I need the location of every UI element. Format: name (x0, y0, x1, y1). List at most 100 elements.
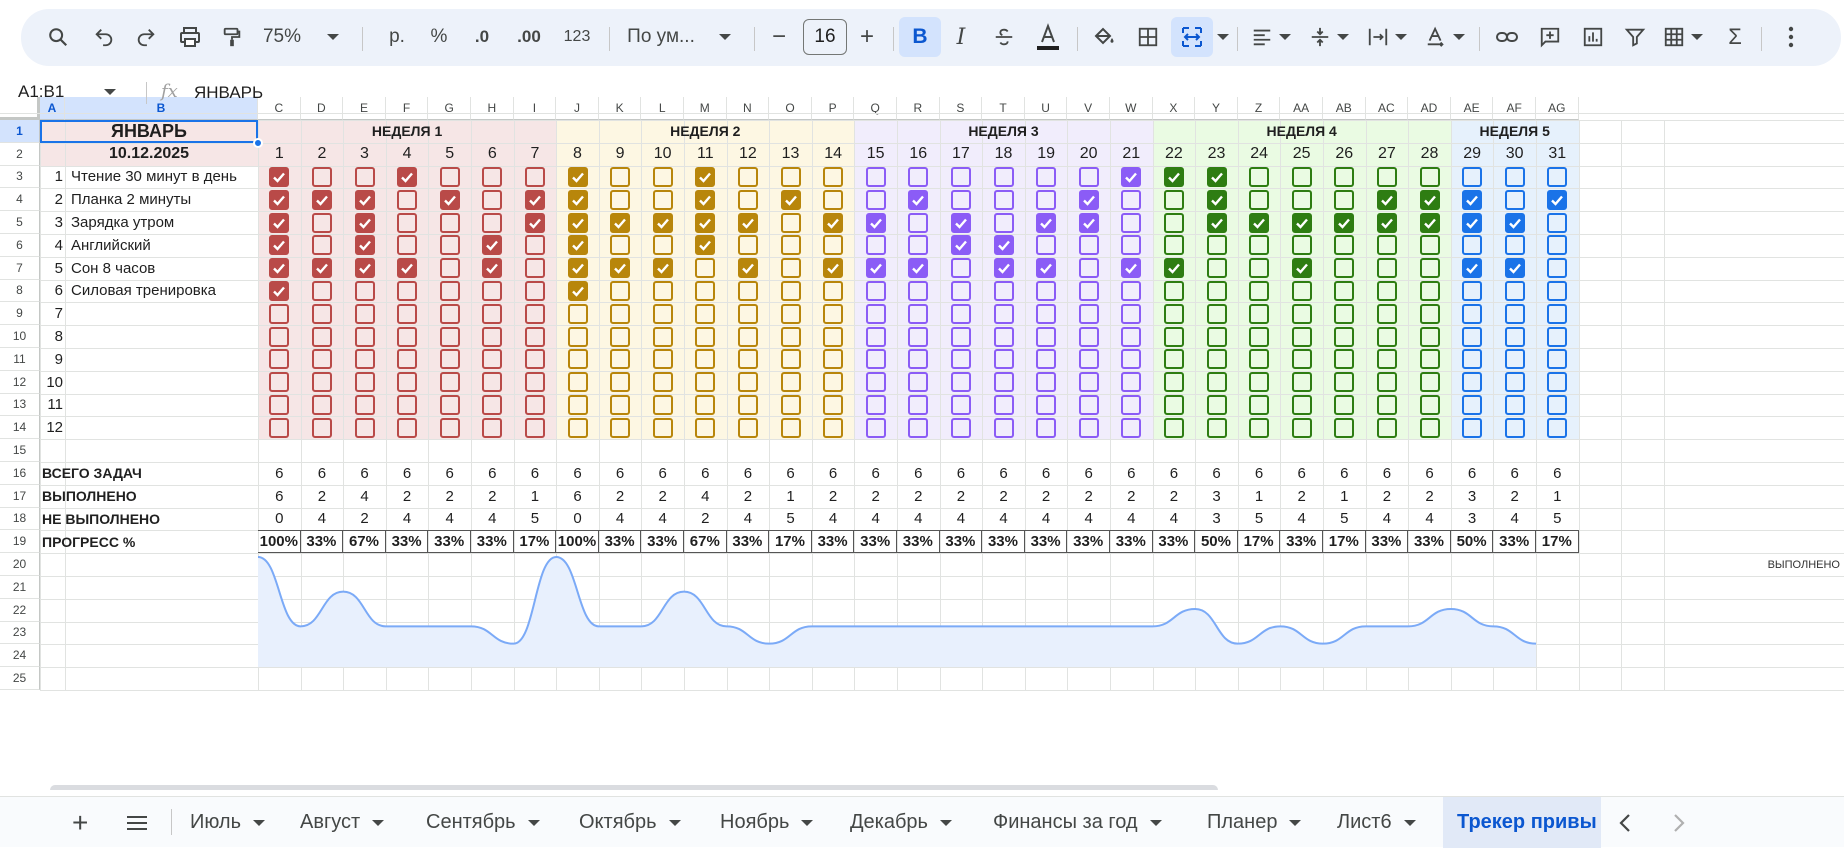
checkbox[interactable] (737, 417, 758, 438)
checkbox[interactable] (1163, 235, 1184, 256)
column-header[interactable]: AG (1536, 97, 1579, 120)
checkbox[interactable] (1291, 235, 1312, 256)
checkbox[interactable] (823, 395, 844, 415)
checkbox[interactable] (439, 326, 460, 347)
row-header[interactable]: 15 (0, 439, 40, 462)
checkbox-checked[interactable] (908, 189, 929, 210)
decrease-decimal-button[interactable]: .0 (462, 14, 502, 60)
checkbox[interactable] (993, 349, 1014, 370)
functions-button[interactable]: Σ (1728, 24, 1742, 49)
redo-button[interactable] (126, 14, 166, 60)
checkbox-checked[interactable] (610, 258, 631, 279)
row-header[interactable]: 18 (0, 507, 40, 531)
checkbox-checked[interactable] (269, 212, 290, 233)
checkbox-checked[interactable] (1121, 258, 1142, 279)
scroll-tabs-left-button[interactable] (1618, 797, 1632, 848)
checkbox[interactable] (908, 372, 929, 393)
checkbox[interactable] (1163, 372, 1184, 393)
checkbox[interactable] (1419, 303, 1440, 324)
checkbox[interactable] (1547, 167, 1568, 187)
checkbox[interactable] (1036, 167, 1057, 187)
currency-button[interactable]: р. (389, 26, 405, 47)
checkbox[interactable] (1291, 417, 1312, 438)
checkbox[interactable] (1206, 372, 1227, 393)
checkbox[interactable] (823, 189, 844, 210)
checkbox-checked[interactable] (1078, 212, 1099, 233)
checkbox[interactable] (865, 303, 886, 324)
row-header[interactable]: 2 (0, 142, 40, 166)
checkbox[interactable] (780, 167, 801, 187)
checkbox[interactable] (1036, 395, 1057, 415)
checkbox[interactable] (737, 189, 758, 210)
checkbox[interactable] (823, 167, 844, 187)
checkbox[interactable] (652, 349, 673, 370)
checkbox[interactable] (524, 258, 545, 279)
checkbox[interactable] (610, 303, 631, 324)
checkbox[interactable] (311, 212, 332, 233)
checkbox[interactable] (524, 235, 545, 256)
chevron-down-icon[interactable] (668, 819, 681, 826)
checkbox[interactable] (1419, 235, 1440, 256)
checkbox[interactable] (1504, 417, 1525, 438)
horizontal-align-button[interactable] (1245, 14, 1297, 60)
checkbox[interactable] (397, 372, 418, 393)
checkbox[interactable] (1206, 395, 1227, 415)
checkbox[interactable] (1376, 303, 1397, 324)
checkbox[interactable] (1462, 303, 1483, 324)
checkbox[interactable] (1291, 326, 1312, 347)
checkbox[interactable] (1504, 235, 1525, 256)
checkbox-checked[interactable] (1334, 212, 1355, 233)
sheet-tab[interactable]: Июль (190, 797, 266, 848)
checkbox[interactable] (1376, 167, 1397, 187)
italic-button[interactable]: I (941, 14, 981, 60)
checkbox[interactable] (1206, 235, 1227, 256)
checkbox[interactable] (439, 235, 460, 256)
checkbox[interactable] (865, 372, 886, 393)
checkbox[interactable] (524, 326, 545, 347)
checkbox-checked[interactable] (1036, 212, 1057, 233)
font-size-input[interactable]: 16 (803, 19, 847, 55)
checkbox[interactable] (397, 303, 418, 324)
checkbox[interactable] (1249, 235, 1270, 256)
column-header[interactable]: D (300, 97, 344, 120)
checkbox[interactable] (780, 258, 801, 279)
checkbox[interactable] (780, 303, 801, 324)
checkbox[interactable] (1334, 167, 1355, 187)
checkbox[interactable] (865, 281, 886, 301)
checkbox[interactable] (1121, 395, 1142, 415)
checkbox[interactable] (354, 303, 375, 324)
checkbox[interactable] (1121, 303, 1142, 324)
checkbox[interactable] (950, 281, 971, 301)
checkbox[interactable] (908, 281, 929, 301)
checkbox[interactable] (610, 417, 631, 438)
checkbox[interactable] (1078, 167, 1099, 187)
font-size-increase-button[interactable]: + (859, 23, 874, 50)
insert-chart-button[interactable] (1573, 14, 1613, 60)
checkbox[interactable] (1078, 258, 1099, 279)
checkbox[interactable] (950, 326, 971, 347)
checkbox[interactable] (354, 281, 375, 301)
font-size-decrease-button[interactable]: − (771, 23, 786, 50)
checkbox[interactable] (397, 395, 418, 415)
checkbox-checked[interactable] (1249, 212, 1270, 233)
checkbox[interactable] (1334, 417, 1355, 438)
checkbox-checked[interactable] (397, 167, 418, 187)
checkbox[interactable] (1036, 235, 1057, 256)
row-header[interactable]: 5 (0, 211, 40, 234)
checkbox[interactable] (1249, 303, 1270, 324)
checkbox-checked[interactable] (695, 189, 716, 210)
checkbox[interactable] (610, 281, 631, 301)
column-header[interactable]: AE (1450, 97, 1494, 120)
checkbox[interactable] (1376, 349, 1397, 370)
chevron-down-icon[interactable] (801, 819, 814, 826)
checkbox[interactable] (524, 281, 545, 301)
print-button[interactable] (169, 14, 211, 60)
checkbox[interactable] (652, 189, 673, 210)
checkbox[interactable] (1334, 189, 1355, 210)
column-header[interactable]: N (726, 97, 770, 120)
checkbox[interactable] (737, 167, 758, 187)
checkbox-checked[interactable] (1078, 189, 1099, 210)
number-format-button[interactable]: 123 (563, 28, 591, 45)
checkbox[interactable] (993, 281, 1014, 301)
checkbox[interactable] (397, 235, 418, 256)
